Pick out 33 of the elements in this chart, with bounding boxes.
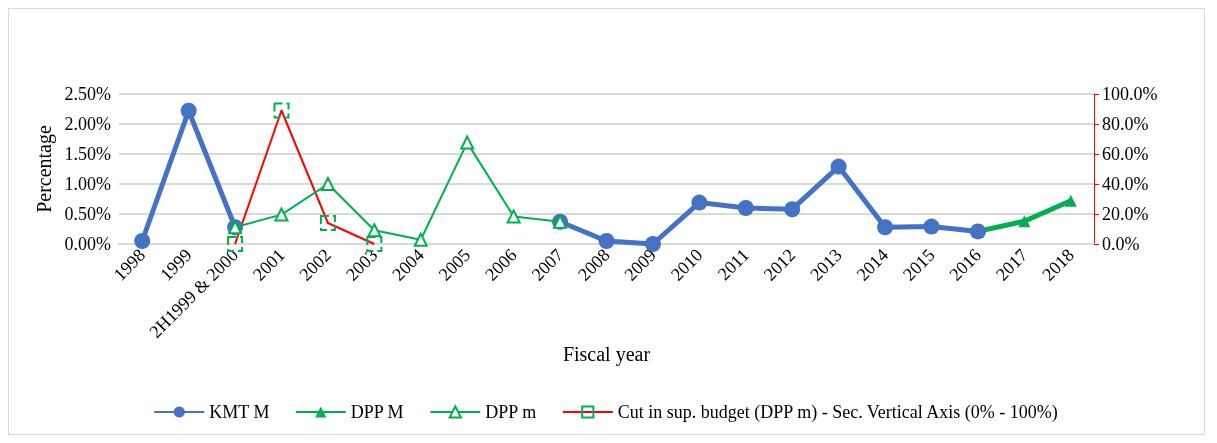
point — [180, 102, 197, 119]
legend-label: KMT M — [209, 402, 270, 422]
y2-tick-label: 0.0% — [1102, 234, 1140, 254]
legend-label: DPP M — [350, 402, 404, 422]
y-tick-label: 2.50% — [64, 84, 111, 104]
point — [413, 232, 428, 247]
point — [274, 207, 289, 222]
y-tick-label: 0.00% — [64, 234, 111, 254]
y2-tick-label: 40.0% — [1102, 174, 1149, 194]
y-tick-label: 1.00% — [64, 174, 111, 194]
y2-tick-label: 20.0% — [1102, 204, 1149, 224]
y2-tick-label: 100.0% — [1102, 84, 1158, 104]
point — [784, 201, 801, 218]
legend-label: Cut in sup. budget (DPP m) - Sec. Vertical Axis (0% - 100%) — [617, 402, 1058, 423]
point — [923, 218, 940, 235]
point — [134, 233, 151, 249]
y2-tick-label: 60.0% — [1102, 144, 1149, 164]
point — [367, 223, 382, 238]
point — [460, 135, 475, 150]
y2-tick-label: 80.0% — [1102, 114, 1149, 134]
y-tick-label: 0.50% — [64, 204, 111, 224]
point — [506, 209, 521, 224]
x-axis-title: Fiscal year — [562, 343, 651, 367]
y-tick-label: 1.50% — [64, 144, 111, 164]
point — [320, 177, 335, 191]
point — [598, 233, 615, 249]
point — [830, 158, 847, 175]
point — [691, 194, 708, 211]
point — [737, 200, 754, 216]
legend-label: DPP m — [485, 402, 537, 422]
y-tick-label: 2.00% — [64, 114, 111, 134]
point — [877, 219, 894, 236]
y-axis-title: Percentage — [32, 125, 56, 213]
